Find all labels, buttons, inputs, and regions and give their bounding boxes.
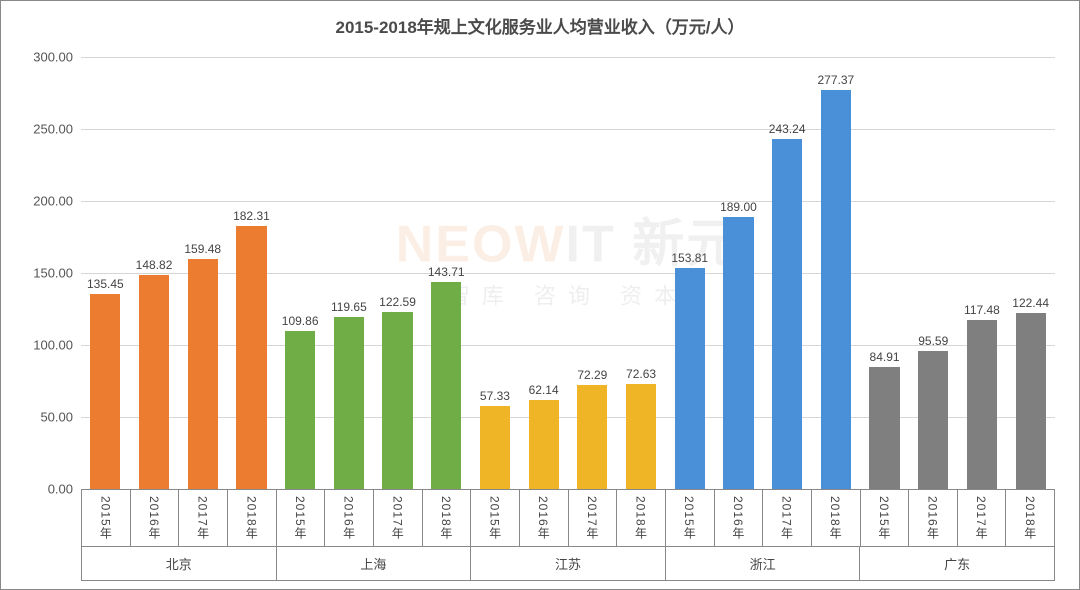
x-tick-year: 2016年 <box>131 489 180 547</box>
bar-value-label: 243.24 <box>769 122 806 139</box>
bar: 72.29 <box>577 385 607 489</box>
bar: 277.37 <box>821 90 851 489</box>
x-tick-year: 2015年 <box>277 489 326 547</box>
bar-value-label: 135.45 <box>87 277 124 294</box>
x-axis-regions-row: 北京上海江苏浙江广东 <box>81 547 1055 581</box>
bar-value-label: 153.81 <box>671 251 708 268</box>
bar: 57.33 <box>480 406 510 489</box>
bar-value-label: 122.59 <box>379 295 416 312</box>
x-tick-year: 2018年 <box>423 489 472 547</box>
bar-value-label: 72.29 <box>577 368 607 385</box>
bar: 117.48 <box>967 320 997 489</box>
x-tick-year: 2016年 <box>715 489 764 547</box>
x-tick-year: 2015年 <box>82 489 131 547</box>
bar: 189.00 <box>723 217 753 489</box>
bar: 148.82 <box>139 275 169 489</box>
y-tick-label: 150.00 <box>33 266 81 281</box>
x-tick-region: 江苏 <box>471 547 666 581</box>
bar-value-label: 189.00 <box>720 200 757 217</box>
bar: 143.71 <box>431 282 461 489</box>
bar-value-label: 122.44 <box>1012 296 1049 313</box>
bar-value-label: 72.63 <box>626 367 656 384</box>
bar-value-label: 62.14 <box>529 383 559 400</box>
bar-value-label: 109.86 <box>282 314 319 331</box>
x-axis-years-row: 2015年2016年2017年2018年2015年2016年2017年2018年… <box>81 489 1055 547</box>
bar: 243.24 <box>772 139 802 489</box>
bar: 62.14 <box>529 400 559 489</box>
bar-value-label: 182.31 <box>233 209 270 226</box>
bar-value-label: 84.91 <box>870 350 900 367</box>
bar: 109.86 <box>285 331 315 489</box>
plot-area: NEOWIT 新元 智库 咨询 资本 0.0050.00100.00150.00… <box>81 57 1055 489</box>
bar-value-label: 159.48 <box>184 242 221 259</box>
x-tick-year: 2017年 <box>179 489 228 547</box>
y-tick-label: 250.00 <box>33 121 81 136</box>
bar: 95.59 <box>918 351 948 489</box>
bar-value-label: 119.65 <box>331 300 367 317</box>
bars-layer: 135.45 148.82 159.48 182.31 109.86 119.65 122.… <box>81 57 1055 489</box>
x-tick-region: 浙江 <box>666 547 861 581</box>
x-tick-region: 广东 <box>860 547 1055 581</box>
y-tick-label: 0.00 <box>48 482 81 497</box>
x-tick-year: 2017年 <box>958 489 1007 547</box>
bar-value-label: 277.37 <box>817 73 854 90</box>
x-tick-year: 2016年 <box>325 489 374 547</box>
y-tick-label: 200.00 <box>33 193 81 208</box>
y-tick-label: 50.00 <box>40 410 81 425</box>
bar-value-label: 148.82 <box>136 258 173 275</box>
x-tick-year: 2017年 <box>569 489 618 547</box>
bar-value-label: 95.59 <box>918 334 948 351</box>
bar: 135.45 <box>90 294 120 489</box>
x-tick-region: 上海 <box>277 547 472 581</box>
x-tick-year: 2018年 <box>617 489 666 547</box>
x-tick-year: 2018年 <box>812 489 861 547</box>
x-tick-year: 2016年 <box>520 489 569 547</box>
chart-title: 2015-2018年规上文化服务业人均营业收入（万元/人） <box>1 1 1079 38</box>
bar-value-label: 143.71 <box>428 265 465 282</box>
y-tick-label: 100.00 <box>33 337 81 352</box>
x-tick-year: 2016年 <box>909 489 958 547</box>
bar: 122.59 <box>382 312 412 489</box>
x-tick-year: 2015年 <box>666 489 715 547</box>
bar: 119.65 <box>334 317 364 489</box>
y-tick-label: 300.00 <box>33 50 81 65</box>
x-tick-year: 2015年 <box>471 489 520 547</box>
bar-value-label: 117.48 <box>964 303 1000 320</box>
x-tick-year: 2017年 <box>763 489 812 547</box>
bar: 84.91 <box>869 367 899 489</box>
bar: 153.81 <box>675 268 705 489</box>
chart-container: 2015-2018年规上文化服务业人均营业收入（万元/人） NEOWIT 新元 … <box>0 0 1080 590</box>
bar: 159.48 <box>188 259 218 489</box>
x-tick-region: 北京 <box>82 547 277 581</box>
x-tick-year: 2017年 <box>374 489 423 547</box>
bar: 122.44 <box>1016 313 1046 489</box>
bar: 72.63 <box>626 384 656 489</box>
x-tick-year: 2018年 <box>228 489 277 547</box>
x-tick-year: 2015年 <box>861 489 910 547</box>
bar-value-label: 57.33 <box>480 389 510 406</box>
x-tick-year: 2018年 <box>1006 489 1055 547</box>
bar: 182.31 <box>236 226 266 489</box>
x-axis: 2015年2016年2017年2018年2015年2016年2017年2018年… <box>81 489 1055 589</box>
